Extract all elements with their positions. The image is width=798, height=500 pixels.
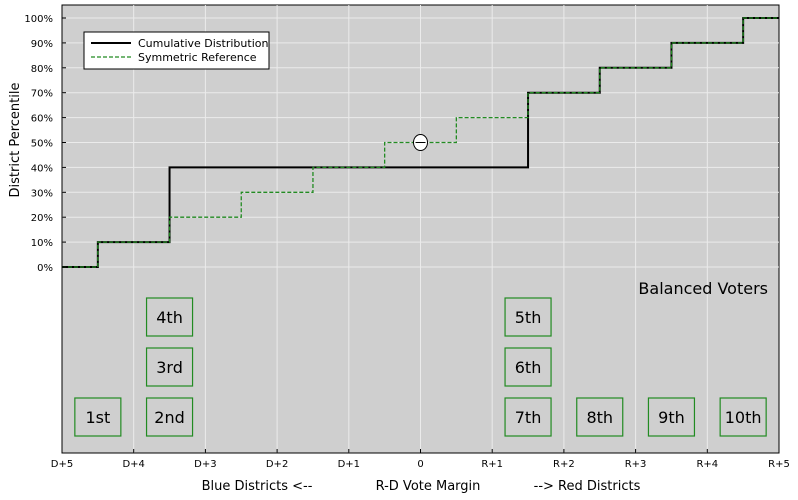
legend-label-symmetric: Symmetric Reference [138, 51, 257, 64]
legend-box [83, 31, 270, 70]
district-label: 3rd [156, 358, 183, 377]
district-boxes: 1st 2nd 3rd 4th 7th 6th 5th 8th 9th 10th [74, 297, 767, 437]
district-box: 8th [576, 397, 624, 437]
y-tick-label: 90% [31, 39, 53, 50]
district-box: 2nd [145, 397, 194, 437]
x-axis-label-left: Blue Districts <-- [202, 479, 313, 494]
district-box-frame [576, 397, 624, 437]
x-tick-label: R+5 [768, 459, 790, 470]
district-label: 2nd [154, 408, 184, 427]
y-tick-label: 10% [31, 238, 53, 249]
district-label: 5th [515, 308, 542, 327]
legend-label-cumulative: Cumulative Distribution [138, 37, 268, 50]
x-tick-label: 0 [417, 459, 423, 470]
district-box-frame [647, 397, 696, 437]
x-axis-label-right: --> Red Districts [534, 479, 641, 494]
y-tick-label: 40% [31, 163, 53, 174]
district-box-frame [504, 397, 552, 437]
y-tick-label: 0% [37, 263, 53, 274]
district-box: 7th [504, 397, 552, 437]
district-label: 8th [586, 408, 613, 427]
y-tick-label: 50% [31, 139, 53, 150]
y-tick-label: 80% [31, 64, 53, 75]
x-tick-label: D+4 [122, 459, 144, 470]
district-box: 1st [74, 397, 122, 437]
x-tick-label: R+2 [553, 459, 575, 470]
legend: Cumulative Distribution Symmetric Refere… [83, 31, 270, 70]
district-box: 9th [647, 397, 696, 437]
district-label: 7th [515, 408, 542, 427]
district-box-frame [504, 297, 552, 337]
x-tick-label: D+3 [194, 459, 216, 470]
district-label: 1st [85, 408, 110, 427]
district-box-frame [145, 297, 194, 337]
y-tick-label: 100% [24, 14, 53, 25]
y-tick-label: 60% [31, 114, 53, 125]
district-box: 6th [504, 347, 552, 387]
district-label: 4th [156, 308, 183, 327]
district-box: 10th [719, 397, 767, 437]
district-box: 5th [504, 297, 552, 337]
district-box: 4th [145, 297, 194, 337]
district-label: 9th [658, 408, 685, 427]
x-axis-label-center: R-D Vote Margin [376, 479, 481, 494]
district-label: 6th [515, 358, 542, 377]
x-tick-label: R+1 [481, 459, 503, 470]
district-box-frame [145, 397, 194, 437]
x-tick-label: D+1 [338, 459, 360, 470]
x-tick-label: R+3 [625, 459, 647, 470]
district-box-frame [504, 347, 552, 387]
x-tick-label: D+5 [51, 459, 73, 470]
district-box-frame [145, 347, 194, 387]
y-tick-label: 30% [31, 188, 53, 199]
x-tick-label: R+4 [696, 459, 718, 470]
y-axis-label: District Percentile [8, 83, 23, 198]
district-box-frame [719, 397, 767, 437]
district-box-frame [74, 397, 122, 437]
y-tick-label: 20% [31, 213, 53, 224]
y-tick-label: 70% [31, 89, 53, 100]
district-label: 10th [725, 408, 762, 427]
ticks: D+5 D+4 D+3 D+2 D+1 0 R+1 R+2 R+3 R+4 R+5 0% 10% 20% 3… [24, 14, 789, 470]
x-tick-label: D+2 [266, 459, 288, 470]
annotation-balanced-voters: Balanced Voters [638, 279, 768, 298]
marker-group [413, 134, 428, 151]
district-box: 3rd [145, 347, 194, 387]
